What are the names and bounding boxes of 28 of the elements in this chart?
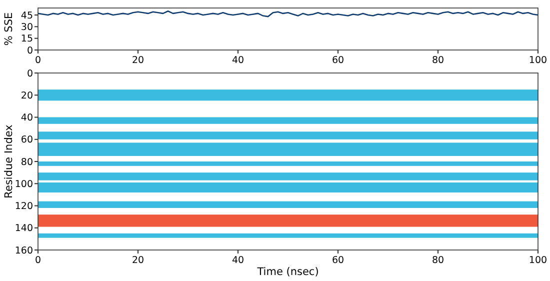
x-tick-label: 40: [232, 255, 244, 266]
y-tick-label: 0: [26, 68, 33, 80]
y-tick-label: 15: [20, 34, 33, 45]
y-tick-label: 120: [14, 201, 33, 212]
y-tick-label: 100: [14, 178, 33, 190]
y-tick-label: 140: [14, 223, 33, 234]
y-tick-label: 45: [20, 10, 33, 22]
x-tick-label: 80: [432, 55, 444, 66]
x-axis-title: Time (nsec): [256, 266, 319, 278]
y-tick-label: 60: [20, 134, 33, 146]
x-tick-label: 0: [34, 55, 42, 66]
x-tick-label: 0: [34, 255, 42, 266]
x-tick-label: 20: [132, 255, 144, 266]
x-tick-label: 100: [528, 255, 548, 266]
y-tick-label: 20: [20, 90, 33, 102]
y-tick-label: 0: [26, 45, 33, 56]
y-tick-label: 160: [14, 245, 33, 256]
x-tick-label: 20: [132, 55, 144, 66]
x-tick-label: 60: [332, 255, 344, 266]
y-tick-label: 30: [20, 22, 33, 33]
x-tick-label: 40: [232, 55, 244, 66]
y-tick-label: 40: [20, 112, 33, 124]
x-tick-label: 60: [332, 55, 344, 66]
x-tick-label: 100: [528, 55, 548, 66]
y-tick-label: 80: [20, 156, 33, 168]
y-axis-title: % SSE: [3, 12, 15, 46]
x-tick-label: 80: [432, 255, 444, 266]
y-axis-title: Residue Index: [3, 124, 15, 198]
